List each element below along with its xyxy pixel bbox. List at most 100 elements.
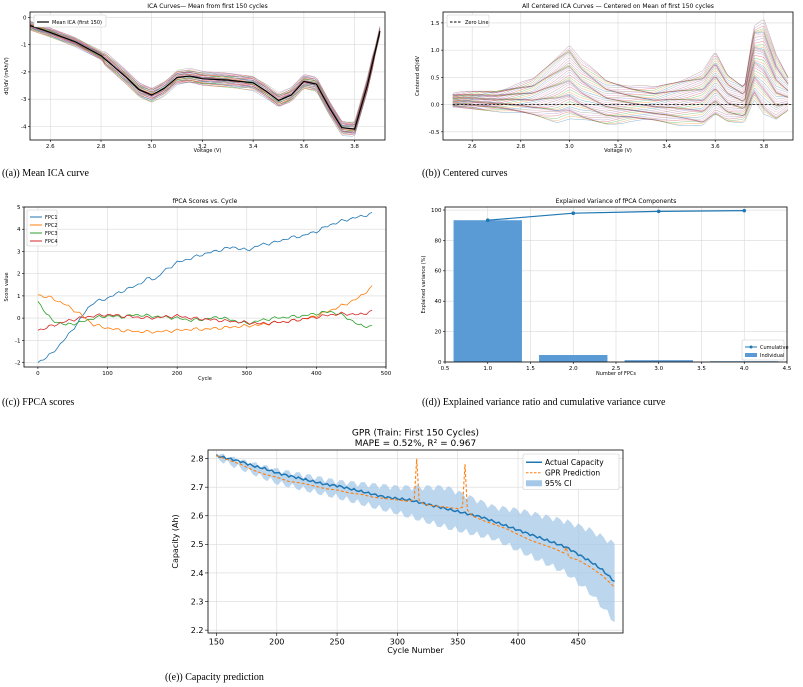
series-line-fpc2	[37, 285, 373, 334]
series-line-actual	[215, 454, 615, 582]
chart-title: ICA Curves— Mean from first 150 cycles	[147, 3, 267, 10]
x-tick-label: 300	[242, 371, 253, 377]
legend-entry: FPC3	[45, 231, 58, 237]
y-axis-label: dQ/dV (mAh/V)	[4, 57, 10, 94]
centered-curve	[452, 70, 789, 109]
x-tick-label: 300	[390, 638, 405, 647]
x-tick-label: 0.5	[441, 366, 450, 372]
x-tick-label: 2.6	[468, 144, 477, 150]
ica-curve	[29, 22, 381, 124]
plot-border	[29, 11, 386, 141]
legend-entry: 95% CI	[545, 479, 572, 488]
centered-curve	[452, 52, 789, 101]
centered-curve	[452, 59, 789, 104]
chart-title: GPR (Train: First 150 Cycles)	[352, 429, 479, 439]
x-tick-label: 200	[269, 638, 284, 647]
y-tick-label: -1	[15, 338, 20, 344]
series-line-fpc1	[37, 211, 373, 363]
x-tick-label: 3.0	[565, 144, 574, 150]
chart-b-panel: All Centered ICA Curves — Centered on Me…	[405, 0, 800, 165]
legend-entry: FPC2	[45, 223, 58, 229]
cumulative-point	[656, 209, 661, 214]
centered-curve	[452, 22, 789, 95]
bar-individual	[539, 355, 608, 362]
x-tick-label: 2.5	[612, 366, 621, 372]
series-line-fpc4	[37, 309, 373, 331]
legend: Zero Line	[446, 14, 490, 28]
chart-subtitle: MAPE = 0.52%, R² = 0.967	[355, 439, 477, 449]
legend-entry: Actual Capacity	[545, 458, 604, 467]
legend: FPC1 FPC2 FPC3 FPC4	[26, 209, 58, 247]
y-axis-label: Explained variance (%)	[421, 256, 427, 314]
centered-curve	[452, 33, 789, 97]
centered-curve-bundle	[452, 19, 789, 127]
plot-border	[23, 206, 387, 368]
y-tick-label: 2.2	[191, 626, 204, 635]
x-axis-label: Cycle Number	[387, 646, 444, 655]
centered-curve	[452, 82, 789, 116]
y-tick-label: 2.6	[191, 512, 204, 521]
centered-curve	[452, 55, 789, 101]
centered-curve	[452, 97, 789, 125]
x-tick-label: 3.6	[711, 144, 720, 150]
chart-b: All Centered ICA Curves — Centered on Me…	[415, 3, 794, 154]
legend-entry: Zero Line	[465, 20, 489, 26]
y-tick-label: 40	[435, 299, 442, 305]
ica-curve	[29, 24, 381, 130]
y-tick-label: 2.4	[191, 569, 204, 578]
x-tick-label: 3.8	[759, 144, 768, 150]
x-tick-label: 2.8	[516, 144, 525, 150]
legend-swatch	[745, 353, 757, 357]
legend-box	[26, 209, 58, 247]
chart-a-panel: ICA Curves— Mean from first 150 cycles 2.…	[0, 0, 395, 165]
legend-marker	[749, 345, 753, 349]
x-tick-label: 3.2	[614, 144, 623, 150]
x-tick-label: 4.5	[783, 366, 792, 372]
y-axis-label: Score value	[4, 272, 10, 301]
y-tick-label: 20	[435, 330, 442, 336]
legend: Cumulative Individual	[741, 339, 789, 361]
y-tick-label: 0	[438, 360, 442, 366]
chart-c-panel: fPCA Scores vs. Cycle 0 100 200 300 400 500 -2 -…	[0, 195, 395, 390]
y-tick-label: -1	[21, 43, 26, 49]
x-tick-label: 1.5	[526, 366, 535, 372]
y-tick-label: 1	[17, 294, 21, 300]
x-axis-label: Cycle	[198, 376, 212, 382]
x-tick-label: 400	[311, 371, 322, 377]
chart-title: Explained Variance of fPCA Components	[556, 198, 677, 205]
x-tick-label: 3.4	[249, 144, 258, 150]
y-tick-label: 0.5	[431, 75, 440, 81]
y-tick-label: 2	[17, 272, 21, 278]
chart-e-panel: GPR (Train: First 150 Cycles) MAPE = 0.52…	[160, 420, 650, 665]
x-tick-label: 400	[510, 638, 525, 647]
caption-e: ((e)) Capacity prediction	[165, 672, 264, 683]
x-tick-label: 500	[381, 371, 392, 377]
chart-a: ICA Curves— Mean from first 150 cycles 2.…	[4, 3, 386, 154]
ica-curve	[29, 24, 381, 132]
y-tick-label: 3	[17, 249, 21, 255]
x-tick-label: 3.8	[350, 144, 359, 150]
x-axis-label: Voltage (V)	[604, 148, 632, 154]
ica-curve	[29, 21, 381, 126]
plot-border	[444, 206, 788, 363]
y-tick-label: -4	[21, 124, 27, 130]
series-line-prediction	[216, 455, 615, 588]
ica-curve	[29, 21, 381, 123]
cumulative-point	[571, 211, 576, 216]
x-axis-label: Number of FPCs	[596, 371, 636, 377]
cumulative-point	[742, 208, 747, 213]
chart-c: fPCA Scores vs. Cycle 0 100 200 300 400 500 -2 -…	[4, 198, 392, 382]
x-tick-label: 2.6	[46, 144, 55, 150]
y-tick-label: 2.3	[191, 597, 204, 606]
x-tick-label: 200	[172, 371, 183, 377]
centered-curve	[452, 77, 789, 114]
centered-curve	[452, 84, 789, 117]
legend-entry: FPC4	[45, 239, 58, 245]
y-tick-label: 0	[23, 15, 27, 21]
series-line-mean-ica	[29, 25, 381, 130]
y-tick-label: 2.5	[191, 540, 204, 549]
centered-curve	[452, 99, 789, 127]
legend-entry: GPR Prediction	[545, 468, 600, 477]
y-tick-label: 2.8	[191, 454, 204, 463]
